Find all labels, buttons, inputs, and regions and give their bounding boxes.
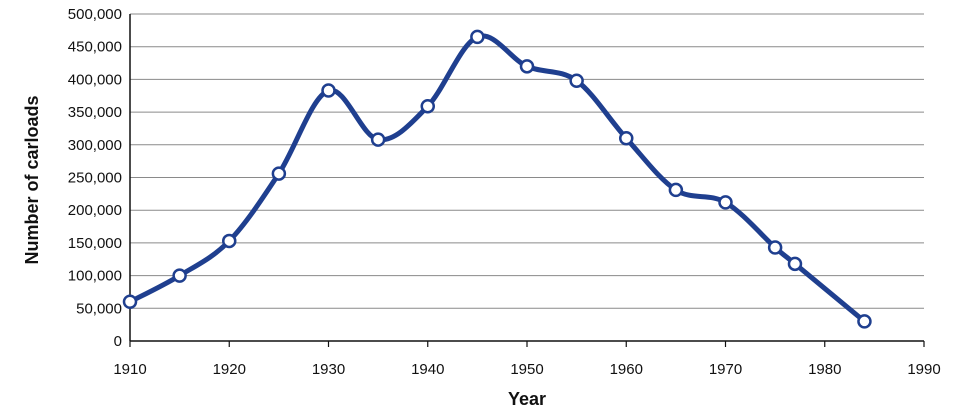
data-point <box>519 59 535 74</box>
y-tick-label: 100,000 <box>68 268 122 285</box>
y-tick-label: 400,000 <box>68 71 122 88</box>
y-axis-title: Number of carloads <box>22 95 42 264</box>
data-point <box>718 195 733 210</box>
y-tick-label: 250,000 <box>68 170 122 187</box>
data-point <box>619 131 634 146</box>
data-point <box>122 294 138 310</box>
y-tick-label: 0 <box>114 333 122 350</box>
x-tick-label: 1960 <box>610 361 643 378</box>
x-tick-label: 1950 <box>510 361 543 378</box>
x-tick-label: 1940 <box>411 361 444 378</box>
x-tick-label: 1930 <box>312 361 345 378</box>
x-tick-labels: 1910 1920 1930 1940 1950 1960 1970 1980 1990 <box>113 341 941 378</box>
data-point <box>787 256 803 272</box>
y-tick-label: 300,000 <box>68 137 122 154</box>
data-point <box>271 166 287 181</box>
data-points <box>122 29 872 329</box>
series-line <box>127 33 867 324</box>
x-tick-label: 1990 <box>907 361 940 378</box>
data-point <box>222 233 237 249</box>
data-point <box>172 268 187 283</box>
data-point <box>668 182 684 198</box>
x-axis-title: Year <box>508 389 546 409</box>
grid-lines <box>130 13 924 309</box>
data-point <box>470 29 485 45</box>
data-point <box>767 240 783 255</box>
y-tick-label: 150,000 <box>68 235 122 252</box>
y-tick-label: 200,000 <box>68 202 122 219</box>
x-tick-label: 1970 <box>709 361 742 378</box>
y-tick-label: 350,000 <box>68 104 122 121</box>
data-point <box>370 132 386 147</box>
y-tick-label: 450,000 <box>68 39 122 56</box>
data-point <box>420 98 435 114</box>
y-tick-labels: 0 50,000 100,000 150,000 200,000 250,000 300,0… <box>68 6 122 350</box>
data-point <box>569 73 584 88</box>
x-tick-label: 1920 <box>213 361 246 378</box>
x-tick-label: 1980 <box>808 361 841 378</box>
y-tick-label: 500,000 <box>68 6 122 23</box>
data-point <box>857 314 872 329</box>
x-tick-label: 1910 <box>113 361 146 378</box>
data-point <box>321 83 336 98</box>
y-tick-label: 50,000 <box>76 300 122 317</box>
